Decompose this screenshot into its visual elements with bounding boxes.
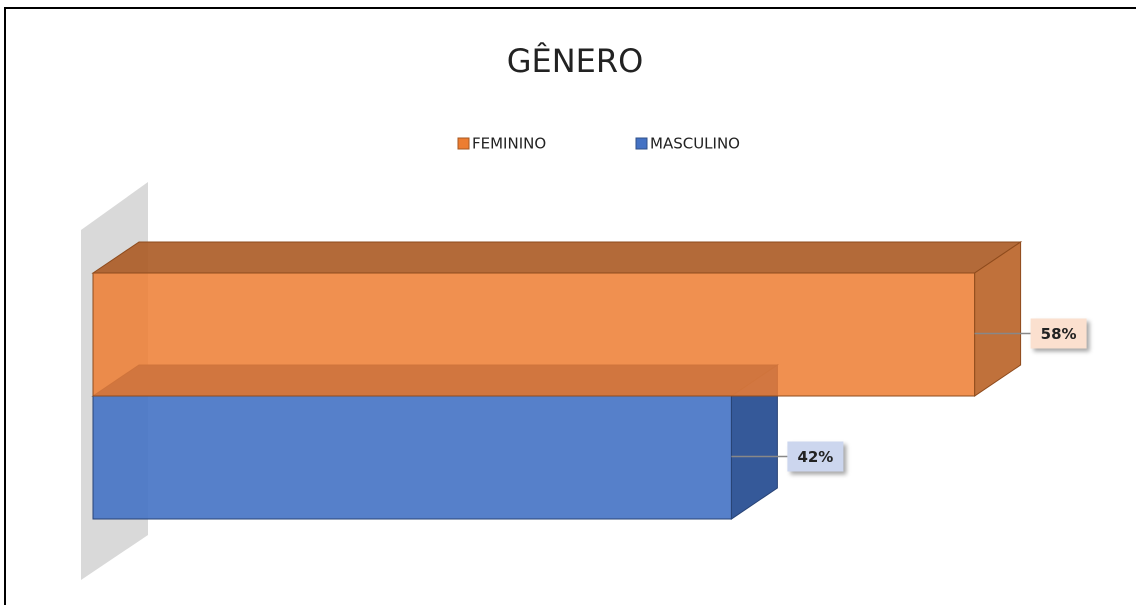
data-label: 42% bbox=[797, 448, 833, 466]
legend-label: MASCULINO bbox=[650, 135, 740, 153]
bar bbox=[92, 395, 732, 520]
legend-swatch bbox=[635, 137, 648, 150]
legend-swatch bbox=[457, 137, 470, 150]
bar bbox=[92, 272, 976, 397]
data-label-box bbox=[787, 441, 844, 472]
data-label: 58% bbox=[1041, 325, 1077, 343]
legend-label: FEMININO bbox=[472, 135, 546, 153]
data-label-box bbox=[1030, 318, 1087, 349]
bar-top bbox=[91, 241, 1023, 274]
chart-title: GÊNERO bbox=[507, 42, 644, 80]
